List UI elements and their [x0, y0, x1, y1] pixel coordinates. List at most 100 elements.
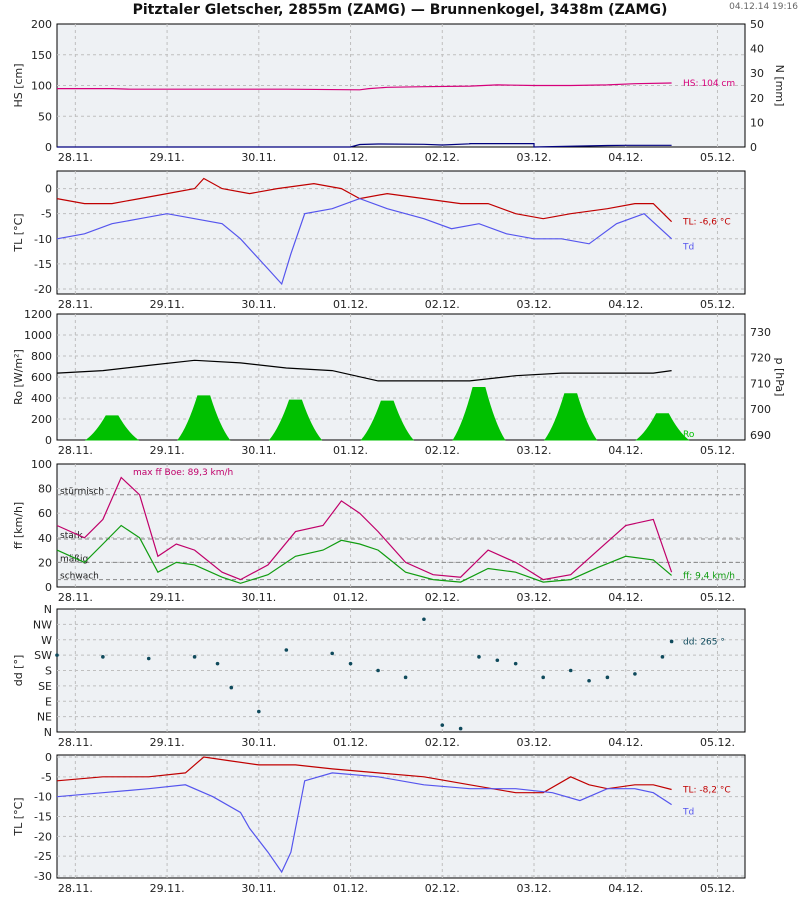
series-line-td: [56, 772, 672, 874]
x-tick-label: 30.11.: [241, 882, 276, 895]
annotation-label: Td: [682, 242, 694, 252]
annotation-label: max ff Boe: 89,3 km/h: [133, 468, 233, 478]
x-tick-label: 28.11.: [58, 736, 93, 749]
radiation-area: [452, 387, 506, 441]
x-tick-label: 29.11.: [150, 736, 185, 749]
x-tick-label: 01.12.: [333, 151, 368, 164]
x-tick-label: 28.11.: [58, 882, 93, 895]
y-tick-label: 600: [31, 371, 52, 384]
y-tick-label: -20: [34, 830, 52, 843]
y-tick-label: 40: [38, 532, 52, 545]
wind-direction-point: [192, 655, 197, 659]
x-tick-label: 05.12.: [700, 298, 735, 311]
series-line-boe: [56, 476, 673, 581]
y-axis-label: ff [km/h]: [12, 502, 25, 549]
reference-line-label: mäßig: [60, 554, 88, 564]
x-tick-label: 30.11.: [241, 298, 276, 311]
y-tick-label: 60: [38, 507, 52, 520]
panel-frame: [56, 170, 746, 295]
x-tick-label: 29.11.: [150, 591, 185, 604]
wind-direction-point: [257, 709, 261, 714]
x-tick-label: 28.11.: [58, 591, 93, 604]
y-tick-label: 1200: [24, 308, 52, 321]
wind-direction-point: [605, 675, 610, 680]
y-right-tick-label: 720: [750, 352, 771, 365]
y-axis-label: TL [°C]: [12, 797, 25, 836]
x-tick-label: 05.12.: [700, 736, 735, 749]
x-tick-label: 01.12.: [333, 298, 368, 311]
y-tick-label: -10: [34, 233, 52, 246]
x-tick-label: 03.12.: [517, 444, 552, 457]
x-tick-label: 05.12.: [700, 444, 735, 457]
x-tick-label: 28.11.: [58, 298, 93, 311]
x-tick-label: 01.12.: [333, 444, 368, 457]
wind-direction-point: [229, 685, 234, 690]
reference-line-label: stürmisch: [60, 487, 104, 497]
annotation-label: Td: [682, 808, 694, 818]
y-tick-label: 0: [45, 141, 52, 154]
y-right-tick-label: 690: [750, 429, 771, 442]
annotation-label: TL: -6,6 °C: [682, 218, 731, 228]
series-line-p: [56, 359, 672, 382]
x-tick-label: 30.11.: [241, 591, 276, 604]
y-tick-label: -15: [34, 811, 52, 824]
x-tick-label: 03.12.: [517, 882, 552, 895]
x-tick-label: 29.11.: [150, 444, 185, 457]
annotation-label: HS: 104 cm: [683, 79, 735, 89]
x-tick-label: 01.12.: [333, 736, 368, 749]
annotation-label: dd: 265 °: [683, 637, 725, 647]
y-tick-label: 20: [38, 556, 52, 569]
x-tick-label: 02.12.: [425, 882, 460, 895]
x-tick-label: 03.12.: [517, 736, 552, 749]
y-tick-label: 0: [45, 751, 52, 764]
y-right-tick-label: 0: [750, 141, 757, 154]
y-tick-label: S: [45, 665, 52, 678]
wind-direction-point: [101, 655, 105, 659]
radiation-area: [360, 400, 415, 441]
y-tick-label: 80: [38, 483, 52, 496]
wind-direction-point: [669, 639, 674, 644]
radiation-area: [177, 395, 231, 441]
radiation-area: [544, 393, 598, 441]
y-tick-label: -5: [41, 208, 52, 221]
x-tick-label: 30.11.: [241, 151, 276, 164]
y-tick-label: -15: [34, 258, 52, 271]
y-right-axis-label: N [mm]: [773, 65, 786, 107]
y-tick-label: 800: [31, 350, 52, 363]
y-tick-label: 0: [45, 434, 52, 447]
wind-direction-point: [587, 678, 591, 683]
y-tick-label: 0: [45, 581, 52, 594]
x-tick-label: 04.12.: [608, 298, 643, 311]
x-tick-label: 01.12.: [333, 591, 368, 604]
y-tick-label: 100: [31, 458, 52, 471]
series-line-td: [56, 197, 673, 286]
x-tick-label: 03.12.: [517, 591, 552, 604]
y-tick-label: 50: [38, 110, 52, 123]
y-tick-label: SW: [34, 649, 52, 662]
series-line-ff: [56, 524, 672, 584]
wind-direction-point: [440, 723, 445, 727]
x-tick-label: 04.12.: [608, 444, 643, 457]
y-tick-label: NW: [33, 618, 52, 631]
wind-direction-point: [477, 655, 481, 659]
series-line-tl: [56, 756, 672, 794]
timestamp: 04.12.14 19:16: [729, 2, 798, 12]
series-line-hs: [57, 82, 672, 91]
y-tick-label: -25: [34, 850, 52, 863]
wind-direction-point: [568, 668, 573, 673]
radiation-area: [268, 399, 323, 441]
wind-direction-point: [660, 655, 665, 659]
y-right-tick-label: 730: [750, 326, 771, 339]
y-tick-label: 0: [45, 183, 52, 196]
annotation-label: TL: -8,2 °C: [682, 786, 731, 796]
y-tick-label: NE: [37, 711, 52, 724]
x-tick-label: 02.12.: [425, 444, 460, 457]
radiation-area: [84, 415, 140, 441]
x-tick-label: 04.12.: [608, 882, 643, 895]
radiation-area: [635, 413, 690, 441]
x-tick-label: 02.12.: [425, 736, 460, 749]
annotation-label: Ro: [683, 430, 695, 440]
y-tick-label: N: [44, 603, 52, 616]
x-tick-label: 03.12.: [517, 298, 552, 311]
